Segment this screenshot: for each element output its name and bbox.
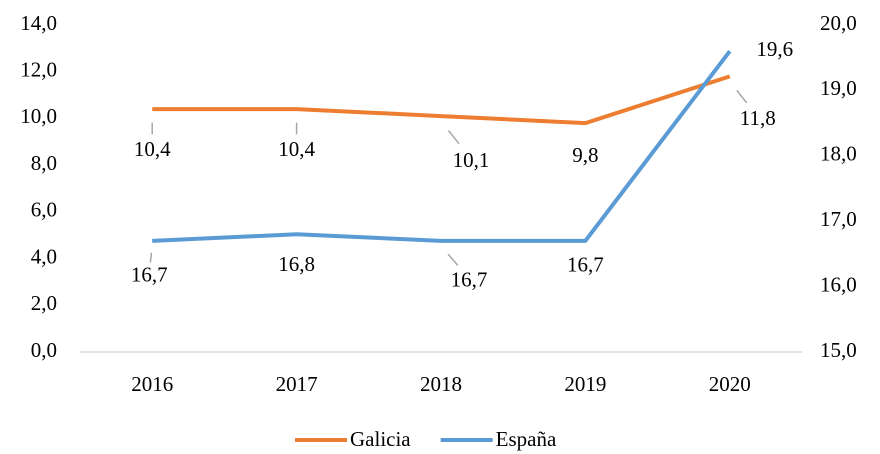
data-label: 10,4 xyxy=(278,137,315,161)
data-label: 10,4 xyxy=(134,137,171,161)
y-tick-label: 0,0 xyxy=(31,338,57,362)
y-tick-label: 4,0 xyxy=(31,244,57,268)
y2-tick-label: 19,0 xyxy=(820,76,857,100)
data-label: 16,8 xyxy=(278,252,315,276)
series-line xyxy=(152,49,732,243)
leader-line xyxy=(447,130,460,145)
data-label: 16,7 xyxy=(451,268,488,292)
x-tick-label: 2017 xyxy=(276,372,318,396)
y2-tick-label: 20,0 xyxy=(820,11,857,35)
leader-line xyxy=(736,89,748,104)
y-tick-label: 2,0 xyxy=(31,291,57,315)
data-label: 9,8 xyxy=(572,143,598,167)
leader-line xyxy=(149,252,153,263)
x-tick-label: 2019 xyxy=(564,372,606,396)
y-tick-label: 8,0 xyxy=(31,151,57,175)
y2-tick-label: 18,0 xyxy=(820,142,857,166)
y-tick-label: 14,0 xyxy=(20,11,57,35)
y-tick-label: 6,0 xyxy=(31,198,57,222)
data-label: 10,1 xyxy=(453,148,490,172)
y2-tick-label: 17,0 xyxy=(820,207,857,231)
x-tick-label: 2018 xyxy=(420,372,462,396)
x-tick-label: 2020 xyxy=(709,372,751,396)
data-label: 11,8 xyxy=(740,106,776,130)
series-line xyxy=(152,74,731,126)
legend-label: Galicia xyxy=(350,427,411,451)
y2-tick-label: 16,0 xyxy=(820,272,857,296)
data-label: 16,7 xyxy=(567,253,604,277)
y-tick-label: 10,0 xyxy=(20,104,57,128)
data-label: 16,7 xyxy=(131,263,168,287)
y2-tick-label: 15,0 xyxy=(820,338,857,362)
x-tick-label: 2016 xyxy=(131,372,173,396)
y-tick-label: 12,0 xyxy=(20,58,57,82)
data-label: 19,6 xyxy=(756,37,793,61)
leader-line xyxy=(447,253,459,266)
legend-label: España xyxy=(496,427,557,451)
